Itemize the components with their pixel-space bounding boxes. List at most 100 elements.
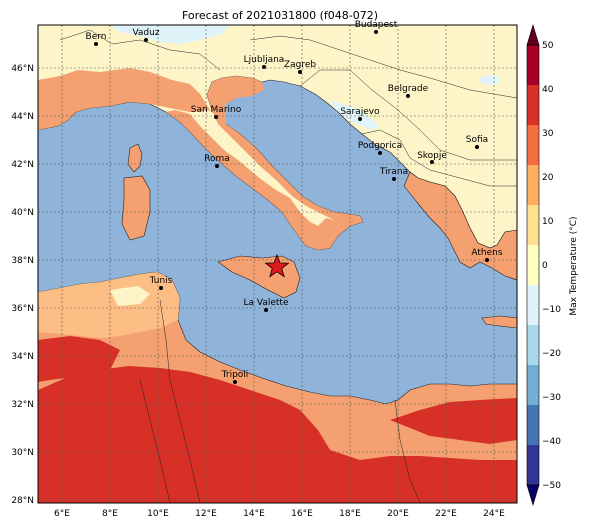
city-sarajevo: Sarajevo [340,107,380,121]
colorbar-min-extend [526,484,540,507]
svg-text:Tunis: Tunis [149,276,173,286]
svg-text:Tirana: Tirana [379,167,408,177]
svg-text:Belgrade: Belgrade [388,84,429,94]
colorbar-cell [527,325,539,366]
cold-spot-east [480,75,500,85]
sardinia [121,175,151,241]
city-tirana: Tirana [379,167,408,181]
warm-area-greece [403,171,517,281]
warm-area-italy [166,76,363,250]
colorbar-tick: −40 [542,437,561,447]
lon-tick: 22°E [435,509,457,519]
lon-tick: 24°E [483,509,505,519]
lon-tick: 12°E [195,509,217,519]
lon-tick: 16°E [291,509,313,519]
city-tripoli: Tripoli [221,370,249,384]
colorbar-tick: 0 [542,261,548,271]
colorbar-tick: −30 [542,393,561,403]
lat-tick: 30°N [11,448,34,458]
svg-text:Skopje: Skopje [417,151,447,161]
svg-text:Sarajevo: Sarajevo [340,107,380,117]
country-borders [59,29,517,503]
star-marker [264,253,290,278]
africa-hot [38,366,517,503]
colorbar-cell [527,365,539,406]
city-la-valette: La Valette [244,298,289,312]
lon-tick: 10°E [147,509,169,519]
colorbar-cells [527,45,539,486]
svg-text:Budapest: Budapest [355,20,398,30]
lon-tick-labels: 6°E 8°E 10°E 12°E 14°E 16°E 18°E 20°E 22… [54,509,505,519]
colorbar-cell [527,445,539,486]
lat-tick: 42°N [11,160,34,170]
lat-tick: 44°N [11,112,34,122]
figure-title: Forecast of 2021031800 (f048-072) [182,9,378,22]
lon-tick: 8°E [102,509,118,519]
svg-text:Zagreb: Zagreb [284,60,316,70]
crete [481,315,517,329]
svg-text:Vaduz: Vaduz [132,28,159,38]
svg-text:Bern: Bern [86,32,107,42]
city-tunis: Tunis [149,276,173,290]
svg-text:Athens: Athens [471,248,502,258]
city-podgorica: Podgorica [358,141,402,155]
svg-text:Sofia: Sofia [466,135,488,145]
africa-cool-spot [110,286,150,306]
africa-hot-west [38,336,120,382]
city-san-marino: San Marino [191,105,242,119]
africa-mild [38,272,180,338]
colorbar-cell [527,165,539,206]
city-zagreb: Zagreb [284,60,316,74]
colorbar-tick: −50 [542,481,561,491]
colorbar: 50 40 30 20 10 0 −10 −20 −30 −40 −50 Max… [526,23,579,507]
cold-area-dalmatia [330,100,380,130]
colorbar-cell [527,85,539,126]
city-ljubljana: Ljubljana [244,55,285,69]
colorbar-tick: −10 [542,305,561,315]
lon-tick: 18°E [339,509,361,519]
svg-text:Podgorica: Podgorica [358,141,402,151]
colorbar-tick: 40 [542,85,554,95]
lat-tick: 40°N [11,208,34,218]
cold-area-alps [110,25,230,44]
colorbar-tick: 10 [542,217,554,227]
city-skopje: Skopje [417,151,447,164]
svg-text:La Valette: La Valette [244,298,289,308]
colorbar-cell [527,245,539,286]
lat-tick: 46°N [11,64,34,74]
city-bern: Bern [86,32,107,46]
colorbar-cell [527,285,539,326]
lat-tick: 28°N [11,496,34,506]
svg-text:Roma: Roma [204,154,230,164]
lat-tick: 38°N [11,256,34,266]
svg-text:Ljubljana: Ljubljana [244,55,285,65]
city-layer: Bern Vaduz Budapest Ljubljana Zagreb Bel… [86,20,503,384]
city-vaduz: Vaduz [132,28,160,42]
map-frame [37,24,518,504]
svg-text:San Marino: San Marino [191,105,242,115]
colorbar-cell [527,205,539,246]
colorbar-tick: 20 [542,173,554,183]
lon-tick: 14°E [243,509,265,519]
africa-hot-east [390,398,517,444]
city-sofia: Sofia [466,135,488,149]
colorbar-cell [527,45,539,86]
lat-tick: 36°N [11,304,34,314]
colorbar-frame [526,44,540,486]
lon-tick: 6°E [54,509,70,519]
city-athens: Athens [471,248,503,262]
colorbar-tick: 30 [542,129,554,139]
colorbar-ticks: 50 40 30 20 10 0 −10 −20 −30 −40 −50 [542,41,561,491]
svg-text:Tripoli: Tripoli [221,370,249,380]
city-roma: Roma [204,154,230,168]
warm-patch-north [38,68,240,134]
lat-tick-labels: 46°N 44°N 42°N 40°N 38°N 36°N 34°N 32°N … [11,64,34,506]
colorbar-label: Max Temperature (°C) [569,216,579,315]
city-belgrade: Belgrade [388,84,429,98]
colorbar-tick: 50 [542,41,554,51]
lat-tick: 34°N [11,352,34,362]
lon-tick: 20°E [387,509,409,519]
colorbar-cell [527,405,539,446]
colorbar-tick: −20 [542,349,561,359]
